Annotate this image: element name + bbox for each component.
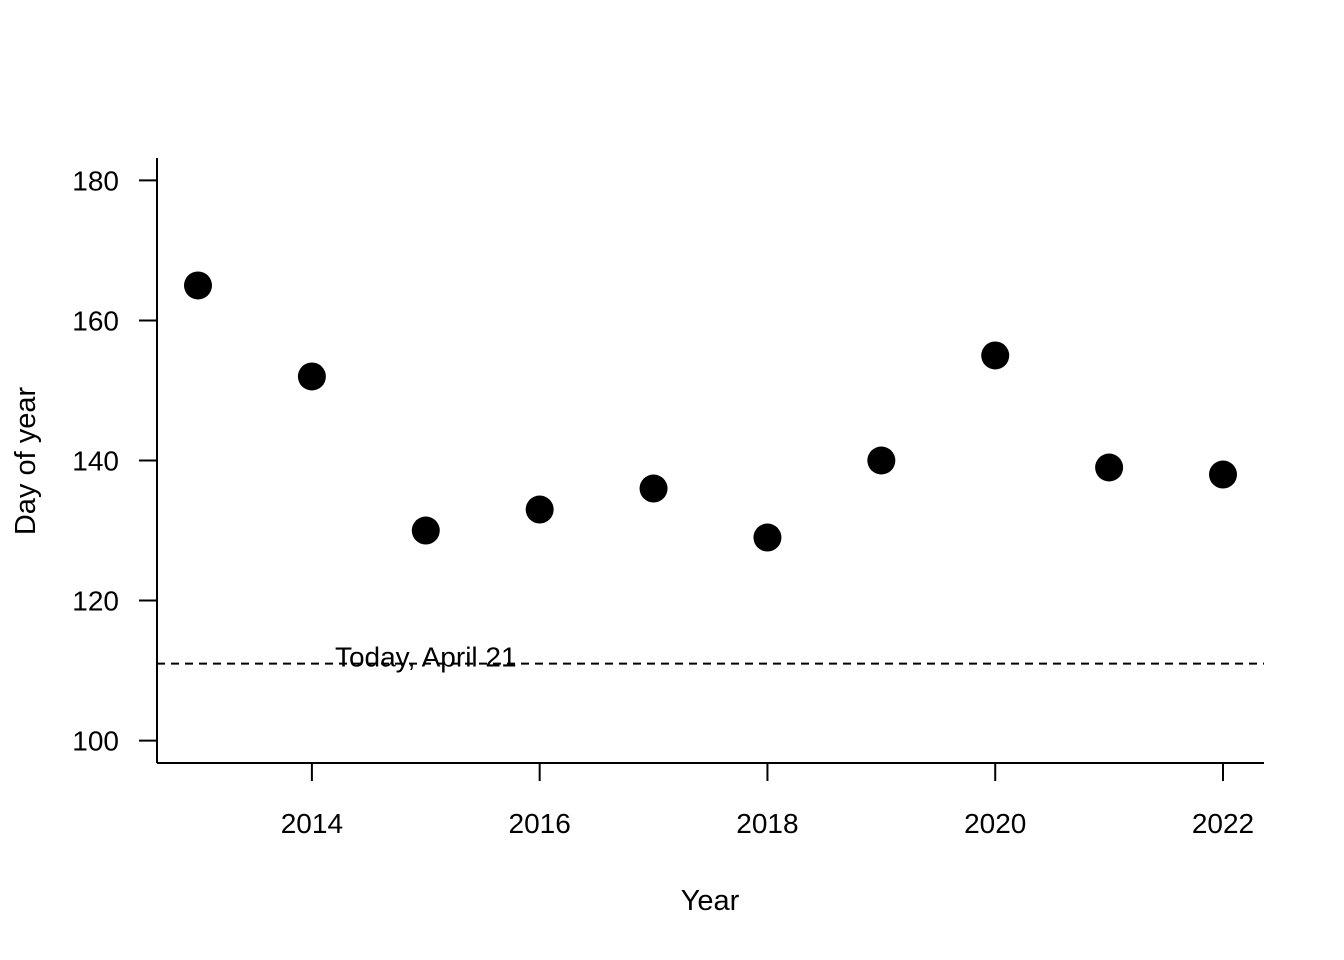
- data-point: [297, 362, 326, 391]
- data-points: [184, 271, 1237, 552]
- x-tick-label: 2014: [281, 808, 343, 839]
- x-tick-label: 2016: [509, 808, 571, 839]
- data-point: [1209, 460, 1237, 489]
- y-axis-title: Day of year: [10, 387, 42, 536]
- x-tick-label: 2018: [736, 808, 798, 839]
- y-ticks: 100 120 140 160 180: [72, 165, 157, 757]
- data-point: [867, 446, 896, 475]
- data-point: [981, 341, 1010, 370]
- x-tick-label: 2020: [964, 808, 1026, 839]
- y-tick-label: 160: [72, 305, 119, 336]
- data-point: [184, 271, 212, 300]
- x-axis-title: Year: [681, 885, 740, 917]
- x-tick-label: 2022: [1192, 808, 1254, 839]
- data-point: [753, 523, 782, 552]
- reference-line-label: Today, April 21: [335, 642, 517, 673]
- reference-line-group: Today, April 21: [157, 642, 1264, 673]
- y-tick-label: 180: [72, 165, 119, 196]
- y-tick-label: 100: [72, 726, 119, 757]
- y-tick-label: 120: [72, 586, 119, 617]
- data-point: [639, 474, 668, 503]
- y-tick-label: 140: [72, 446, 119, 477]
- x-ticks: 2014 2016 2018 2020 2022: [281, 763, 1254, 839]
- data-point: [1095, 453, 1124, 482]
- data-point: [411, 516, 440, 545]
- data-point: [525, 495, 554, 524]
